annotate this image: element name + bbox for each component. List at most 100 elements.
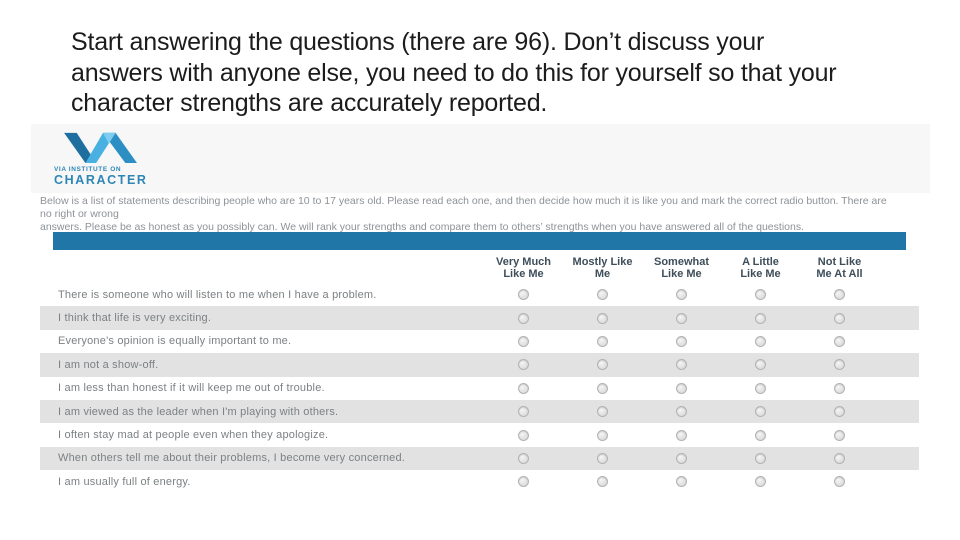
radio-option-2[interactable]	[597, 335, 608, 347]
radio-group	[484, 335, 879, 347]
radio-option-1[interactable]	[518, 452, 529, 464]
radio-cell	[800, 429, 879, 441]
radio-cell	[800, 476, 879, 488]
radio-cell	[642, 382, 721, 394]
column-header-very-much-like-me: Very Much Like Me	[484, 256, 563, 283]
radio-group	[484, 476, 879, 488]
radio-option-2[interactable]	[597, 289, 608, 301]
radio-cell	[563, 476, 642, 488]
radio-option-2[interactable]	[597, 382, 608, 394]
radio-cell	[642, 476, 721, 488]
radio-option-4[interactable]	[755, 476, 766, 488]
radio-option-5[interactable]	[834, 289, 845, 301]
logo-text-character: CHARACTER	[54, 173, 148, 187]
instructions-line: Below is a list of statements describing…	[40, 195, 887, 220]
radio-option-1[interactable]	[518, 335, 529, 347]
radio-option-2[interactable]	[597, 476, 608, 488]
heading-line: character strengths are accurately repor…	[71, 89, 548, 117]
statement-text: I am usually full of energy.	[58, 475, 191, 488]
radio-cell	[800, 359, 879, 371]
radio-option-4[interactable]	[755, 289, 766, 301]
survey-row: Everyone's opinion is equally important …	[40, 329, 919, 354]
radio-group	[484, 359, 879, 371]
radio-cell	[642, 312, 721, 324]
radio-cell	[642, 335, 721, 347]
site-header-band: VIA INSTITUTE ON CHARACTER	[31, 124, 930, 193]
radio-option-5[interactable]	[834, 406, 845, 418]
radio-option-4[interactable]	[755, 359, 766, 371]
survey-row: I am usually full of energy.	[40, 470, 919, 494]
radio-option-4[interactable]	[755, 382, 766, 394]
radio-cell	[484, 429, 563, 441]
survey-screenshot: VIA INSTITUTE ON CHARACTER Below is a li…	[31, 124, 930, 496]
radio-cell	[563, 382, 642, 394]
radio-cell	[721, 406, 800, 418]
survey-row: I am less than honest if it will keep me…	[40, 376, 919, 400]
radio-option-5[interactable]	[834, 359, 845, 371]
radio-option-1[interactable]	[518, 312, 529, 324]
radio-cell	[563, 429, 642, 441]
statement-text: There is someone who will listen to me w…	[58, 288, 377, 301]
radio-cell	[721, 382, 800, 394]
radio-option-3[interactable]	[676, 452, 687, 464]
radio-option-2[interactable]	[597, 406, 608, 418]
radio-cell	[721, 335, 800, 347]
radio-cell	[563, 335, 642, 347]
radio-option-1[interactable]	[518, 476, 529, 488]
radio-option-5[interactable]	[834, 429, 845, 441]
survey-row: I think that life is very exciting.	[40, 306, 919, 330]
radio-cell	[642, 359, 721, 371]
radio-option-5[interactable]	[834, 452, 845, 464]
radio-option-4[interactable]	[755, 406, 766, 418]
radio-option-3[interactable]	[676, 335, 687, 347]
radio-option-4[interactable]	[755, 312, 766, 324]
heading-line: answers with anyone else, you need to do…	[71, 58, 837, 87]
radio-cell	[642, 289, 721, 301]
radio-cell	[484, 382, 563, 394]
radio-cell	[484, 452, 563, 464]
radio-cell	[721, 359, 800, 371]
radio-option-5[interactable]	[834, 476, 845, 488]
survey-instructions: Below is a list of statements describing…	[40, 195, 900, 234]
radio-option-3[interactable]	[676, 476, 687, 488]
radio-option-3[interactable]	[676, 406, 687, 418]
radio-option-5[interactable]	[834, 312, 845, 324]
statement-text: I am not a show-off.	[58, 358, 159, 371]
radio-option-5[interactable]	[834, 382, 845, 394]
radio-cell	[721, 312, 800, 324]
radio-option-4[interactable]	[755, 452, 766, 464]
radio-cell	[563, 289, 642, 301]
radio-option-2[interactable]	[597, 429, 608, 441]
radio-cell	[800, 382, 879, 394]
radio-cell	[800, 289, 879, 301]
column-header-line: Like Me	[503, 268, 544, 280]
radio-option-4[interactable]	[755, 429, 766, 441]
radio-option-3[interactable]	[676, 359, 687, 371]
radio-option-4[interactable]	[755, 335, 766, 347]
via-logo-icon	[64, 132, 137, 164]
radio-option-2[interactable]	[597, 312, 608, 324]
radio-option-1[interactable]	[518, 406, 529, 418]
radio-option-3[interactable]	[676, 429, 687, 441]
radio-option-1[interactable]	[518, 359, 529, 371]
survey-row: I often stay mad at people even when the…	[40, 423, 919, 447]
radio-option-3[interactable]	[676, 289, 687, 301]
radio-option-3[interactable]	[676, 382, 687, 394]
column-header-somewhat-like-me: Somewhat Like Me	[642, 256, 721, 283]
radio-option-2[interactable]	[597, 452, 608, 464]
radio-option-2[interactable]	[597, 359, 608, 371]
radio-option-1[interactable]	[518, 429, 529, 441]
radio-cell	[721, 429, 800, 441]
column-header-line: Very Much	[495, 256, 552, 268]
radio-option-1[interactable]	[518, 382, 529, 394]
radio-cell	[484, 406, 563, 418]
radio-option-1[interactable]	[518, 289, 529, 301]
radio-group	[484, 312, 879, 324]
radio-option-3[interactable]	[676, 312, 687, 324]
column-header-line: Not Like	[817, 256, 862, 268]
radio-group	[484, 289, 879, 301]
column-header-mostly-like-me: Mostly Like Me	[563, 256, 642, 283]
radio-option-5[interactable]	[834, 335, 845, 347]
statement-text: I often stay mad at people even when the…	[58, 429, 329, 442]
